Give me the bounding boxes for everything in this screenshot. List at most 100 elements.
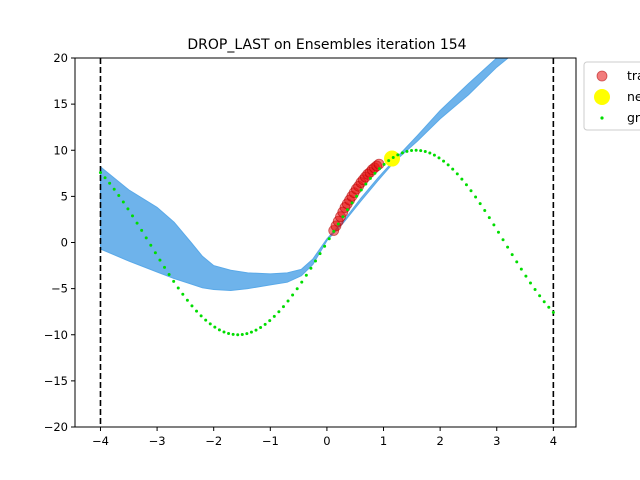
- legend-ground-truth-marker: [600, 116, 604, 120]
- ground-truth-point: [144, 236, 148, 240]
- x-tick-label: −4: [92, 434, 109, 448]
- ground-truth-point: [181, 292, 185, 296]
- ground-truth-point: [227, 331, 231, 335]
- ground-truth-point: [112, 187, 116, 191]
- ground-truth-point: [286, 299, 290, 303]
- x-tick-label: 3: [493, 434, 500, 448]
- y-tick-label: 20: [53, 51, 68, 65]
- y-tick-label: −5: [51, 282, 68, 296]
- ground-truth-point: [327, 237, 331, 241]
- ground-truth-point: [153, 251, 157, 255]
- ground-truth-point: [231, 332, 235, 336]
- ground-truth-point: [291, 293, 295, 297]
- ground-truth-point: [501, 238, 505, 242]
- ground-truth-point: [313, 259, 317, 263]
- ground-truth-point: [336, 222, 340, 226]
- legend-new-label: ne: [627, 89, 640, 104]
- ground-truth-point: [400, 151, 404, 155]
- ground-truth-point: [236, 333, 240, 337]
- y-axis: −20 −15 −10 −5 0 5 10 15 20: [44, 51, 75, 434]
- ground-truth-point: [460, 177, 464, 181]
- ground-truth-point: [524, 274, 528, 278]
- ground-truth-point: [542, 300, 546, 304]
- y-tick-label: 10: [53, 143, 68, 157]
- ground-truth-point: [135, 221, 139, 225]
- y-tick-label: −20: [44, 420, 68, 434]
- ground-truth-point: [355, 194, 359, 198]
- x-tick-label: −3: [149, 434, 166, 448]
- uncertainty-band: [100, 58, 509, 292]
- legend-train-label: tra: [627, 68, 640, 83]
- ground-truth-point: [373, 171, 377, 175]
- y-tick-label: 5: [61, 189, 68, 203]
- ground-truth-point: [240, 332, 244, 336]
- ground-truth-point: [254, 328, 258, 332]
- ground-truth-point: [204, 318, 208, 322]
- ground-truth-point: [185, 298, 189, 302]
- ground-truth-point: [487, 216, 491, 220]
- legend: tra ne gr: [583, 61, 640, 131]
- ground-truth-point: [410, 149, 414, 153]
- ground-truth-point: [483, 209, 487, 213]
- ground-truth-point: [510, 253, 514, 257]
- plot-area: [98, 58, 555, 427]
- x-tick-label: −1: [262, 434, 279, 448]
- ground-truth-point: [158, 258, 162, 262]
- ground-truth-point: [547, 305, 551, 309]
- x-tick-label: 0: [323, 434, 330, 448]
- ground-truth-point: [217, 328, 221, 332]
- ground-truth-point: [300, 280, 304, 284]
- ground-truth-point: [414, 148, 418, 152]
- ground-truth-point: [396, 153, 400, 157]
- ground-truth-point: [506, 245, 510, 249]
- ground-truth-point: [140, 228, 144, 232]
- ground-truth-point: [259, 326, 263, 330]
- ground-truth-point: [432, 153, 436, 157]
- ground-truth-point: [304, 273, 308, 277]
- ground-truth-point: [382, 162, 386, 166]
- ground-truth-point: [528, 281, 532, 285]
- ground-truth-point: [446, 163, 450, 167]
- ground-truth-point: [442, 159, 446, 163]
- chart-title: DROP_LAST on Ensembles iteration 154: [187, 37, 466, 53]
- ground-truth-point: [295, 287, 299, 291]
- ground-truth-point: [277, 310, 281, 314]
- ground-truth-point: [455, 172, 459, 176]
- ground-truth-point: [332, 229, 336, 233]
- ground-truth-point: [359, 188, 363, 192]
- ground-truth-point: [368, 176, 372, 180]
- ground-truth-point: [163, 265, 167, 269]
- ground-truth-point: [423, 150, 427, 154]
- ground-truth-point: [346, 208, 350, 212]
- x-tick-label: 1: [380, 434, 387, 448]
- ground-truth-point: [172, 279, 176, 283]
- ground-truth-point: [272, 314, 276, 318]
- ground-truth-point: [318, 252, 322, 256]
- ground-truth-point: [149, 243, 153, 247]
- ground-truth-point: [515, 260, 519, 264]
- ground-truth-point: [190, 304, 194, 308]
- y-tick-label: 0: [61, 236, 68, 250]
- ground-truth-point: [364, 182, 368, 186]
- ground-truth-point: [533, 288, 537, 292]
- ground-truth-point: [538, 294, 542, 298]
- ground-truth-point: [519, 267, 523, 271]
- ground-truth-point: [469, 189, 473, 193]
- ground-truth-point: [213, 325, 217, 329]
- ground-truth-point: [249, 330, 253, 334]
- ground-truth-point: [419, 149, 423, 153]
- x-tick-label: 2: [436, 434, 443, 448]
- ground-truth-point: [464, 183, 468, 187]
- legend-new-marker: [594, 89, 610, 105]
- ground-truth-point: [378, 167, 382, 171]
- ground-truth-point: [281, 305, 285, 309]
- x-tick-label: −2: [205, 434, 222, 448]
- ground-truth-point: [309, 266, 313, 270]
- ground-truth-point: [474, 195, 478, 199]
- ground-truth-point: [208, 322, 212, 326]
- x-tick-label: 4: [550, 434, 557, 448]
- ground-truth-point: [126, 207, 130, 211]
- ground-truth-point: [387, 159, 391, 163]
- ground-truth-point: [222, 330, 226, 334]
